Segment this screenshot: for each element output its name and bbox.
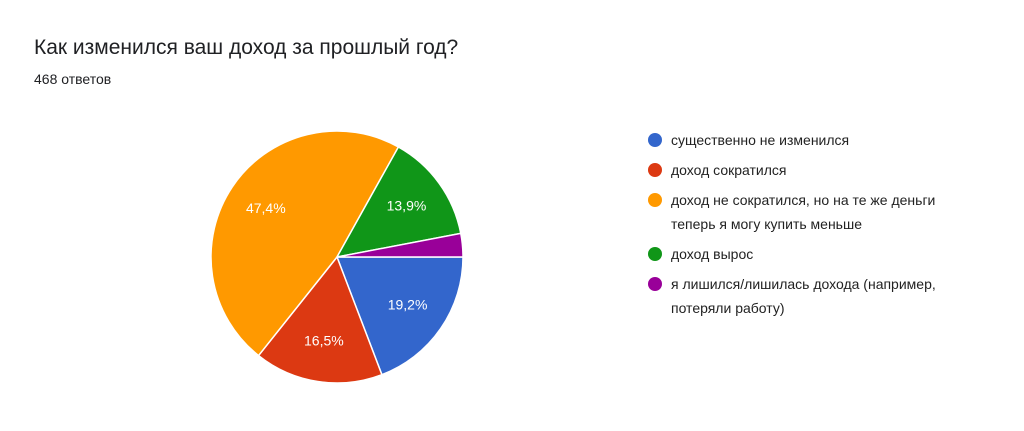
slice-label: 19,2% [388, 296, 428, 312]
slice-label: 47,4% [246, 200, 286, 216]
slice-label: 13,9% [387, 198, 427, 214]
chart-title: Как изменился ваш доход за прошлый год? [34, 36, 459, 59]
legend-swatch [648, 193, 662, 207]
legend-swatch [648, 247, 662, 261]
legend-label: доход сократился [671, 162, 787, 178]
legend-item: я лишился/лишилась дохода (например, пот… [648, 272, 948, 320]
pie-slice [335, 145, 462, 259]
legend-item: доход сократился [648, 158, 948, 182]
legend-item: существенно не изменился [648, 128, 948, 152]
legend-label: существенно не изменился [671, 132, 850, 148]
pie-slice [335, 256, 464, 376]
chart: 19,2% 16,5% 47,4% 13,9% [210, 130, 464, 384]
legend-item: доход не сократился, но на те же деньги … [648, 188, 948, 236]
chart-subtitle: 468 ответов [34, 71, 112, 87]
legend-swatch [648, 163, 662, 177]
pie-slice [257, 255, 383, 384]
pie-slice [336, 232, 464, 258]
legend-swatch [648, 133, 662, 147]
legend-item: доход вырос [648, 242, 948, 266]
legend: существенно не изменился доход сократился… [648, 128, 948, 326]
slice-label: 16,5% [304, 332, 344, 348]
legend-label: доход не сократился, но на те же деньги … [671, 192, 936, 232]
legend-swatch [648, 277, 662, 291]
legend-label: доход вырос [671, 246, 754, 262]
legend-label: я лишился/лишилась дохода (например, пот… [671, 276, 936, 316]
pie-slice [210, 130, 400, 357]
